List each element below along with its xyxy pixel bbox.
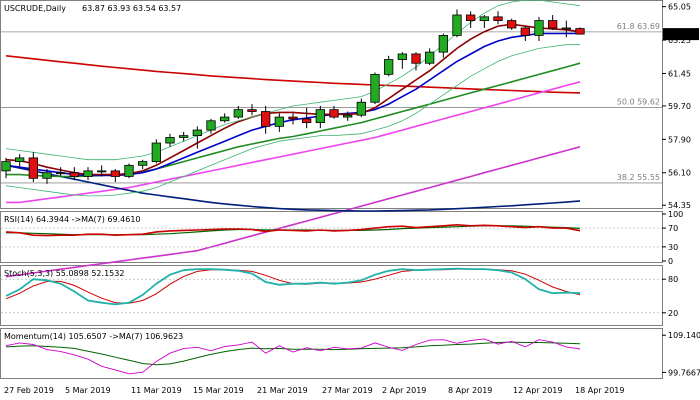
price-tick-label-3: 59.70 [668,102,691,111]
stoch-axis-label-1: 20 [668,309,678,318]
fib-label-1: 50.0 59.62 [617,97,660,106]
candle-body-40 [548,20,558,29]
overlay-line-2 [5,146,581,278]
date-label-7: 8 Apr 2019 [448,386,492,395]
candle-body-28 [384,59,394,75]
date-label-2: 11 Mar 2019 [131,386,182,395]
date-label-6: 2 Apr 2019 [382,386,426,395]
price-tag-text: 63.57 [667,30,692,39]
rsi-line [5,223,581,237]
candle-body-3 [42,172,52,179]
candle-body-38 [520,27,530,36]
ohlc-readout: 63.87 63.93 63.54 63.57 [82,4,181,13]
fib-label-0: 61.8 63.69 [617,22,660,31]
candle-body-9 [124,164,134,177]
candle-body-32 [438,35,448,53]
candle-body-5 [69,172,79,177]
candle-body-29 [397,53,407,60]
momentum-line [5,338,581,375]
date-label-4: 21 Mar 2019 [257,386,308,395]
candle-body-13 [179,135,189,138]
date-label-5: 27 Mar 2019 [322,386,373,395]
candle-body-25 [343,114,353,118]
candle-body-31 [425,51,435,64]
date-label-3: 15 Mar 2019 [193,386,244,395]
candle-body-16 [220,116,230,122]
rsi-axis-label-2: 30 [668,243,678,252]
candle-body-10 [138,161,148,166]
price-tick-label-2: 61.45 [668,69,691,78]
overlay-line-8 [5,44,580,197]
candle-body-24 [329,109,339,118]
stoch-label: Stoch(5,3,3) 55.0898 52.1532 [4,269,124,278]
momentum-ma-line [5,341,581,366]
momentum-label: Momentum(14) 105.6507 ->MA(7) 106.9623 [4,332,183,341]
rsi-axis-label-0: 100 [668,210,683,219]
rsi-panel-frame [0,211,663,263]
candle-body-21 [288,116,298,120]
candle-body-6 [83,170,93,177]
price-tick-label-1: 63.25 [668,36,691,45]
candle-body-2 [28,157,38,179]
price-tag [663,28,699,41]
stoch-panel-frame [0,265,663,326]
candle-body-30 [411,53,421,64]
overlay-line-1 [6,81,581,204]
overlay-line-3 [5,164,581,212]
candle-body-27 [370,73,380,103]
date-label-8: 12 Apr 2019 [513,386,562,395]
candle-body-35 [479,16,489,21]
overlay-line-7 [5,0,581,161]
candle-body-15 [206,120,216,131]
price-tick-label-6: 54.35 [668,201,691,210]
candle-body-8 [110,170,120,177]
candle-body-7 [97,170,107,173]
candle-body-17 [233,109,243,118]
candle-body-23 [315,109,325,124]
candle-body-33 [452,14,462,36]
date-label-9: 18 Apr 2019 [575,386,624,395]
candle-body-26 [356,101,366,116]
candle-body-14 [192,129,202,137]
momentum-axis-label-1: 99.7667 [668,368,700,377]
price-panel-frame [0,0,663,209]
candle-body-22 [302,118,312,124]
rsi-axis-label-3: 0 [668,257,673,266]
candle-body-37 [507,20,517,29]
candle-body-34 [466,14,476,21]
candle-body-0 [1,161,11,172]
candle-body-1 [15,157,25,163]
symbol-label: USCRUDE,Daily [4,4,66,13]
price-tick-label-4: 57.90 [668,135,691,144]
candle-body-20 [274,116,284,127]
fib-label-2: 38.2 55.55 [617,173,660,182]
price-tick-label-0: 65.05 [668,3,691,12]
candle-body-4 [56,172,66,175]
candle-body-11 [151,142,161,163]
date-label-1: 5 Mar 2019 [65,386,111,395]
momentum-axis-label-0: 109.1408 [668,331,700,340]
candle-body-36 [493,16,503,21]
momentum-panel-frame [0,328,663,379]
candle-body-18 [247,109,257,112]
stoch-axis-label-0: 80 [668,275,678,284]
candle-body-19 [261,111,271,127]
rsi-label: RSI(14) 64.3944 ->MA(7) 69.4610 [4,215,141,224]
overlay-line-6 [5,23,581,176]
price-tick-label-5: 56.10 [668,169,691,178]
candle-body-12 [165,137,175,144]
candle-body-39 [534,20,544,36]
candle-body-41 [561,27,571,30]
rsi-axis-label-1: 70 [668,224,678,233]
stoch-k-line [5,267,581,306]
date-label-0: 27 Feb 2019 [4,386,54,395]
candle-body-42 [575,28,585,35]
